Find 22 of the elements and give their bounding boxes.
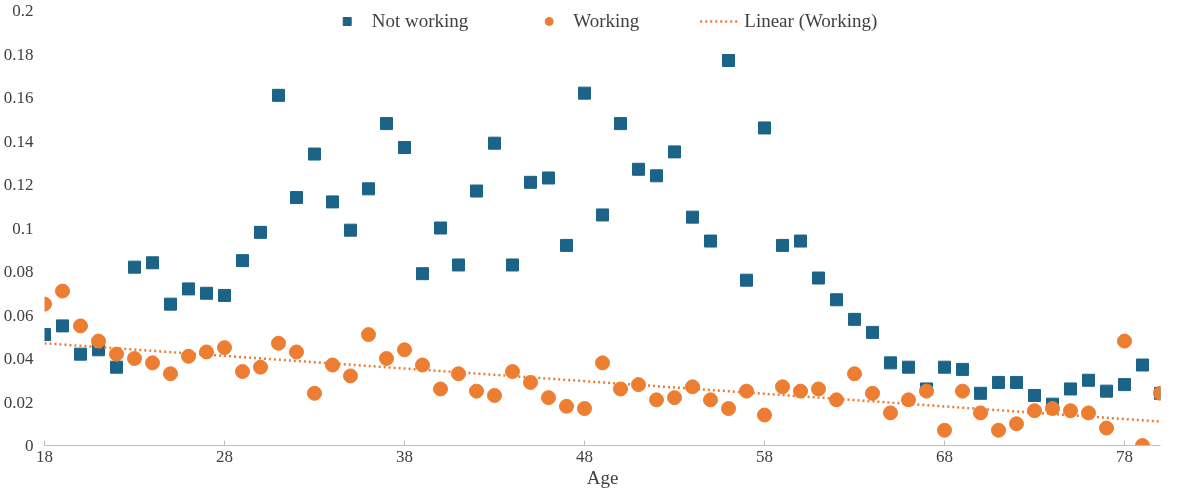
y-tick-label: 0.06: [3, 305, 34, 325]
legend-label: Not working: [371, 10, 469, 32]
y-tick-label: 0.16: [3, 88, 34, 107]
y-tick-label: 0.02: [3, 392, 34, 412]
x-tick-label: 28: [216, 446, 233, 466]
legend-label: Working: [573, 10, 640, 32]
legend-label: Linear (Working): [744, 10, 878, 32]
x-tick-label: 48: [576, 446, 593, 466]
x-tick-label: 78: [1116, 446, 1133, 466]
y-tick-label: 0.08: [3, 262, 34, 281]
y-tick-label: 0.18: [3, 44, 34, 64]
y-tick-label: 0: [25, 436, 34, 455]
x-axis-title: Age: [586, 466, 619, 488]
x-tick-label: 38: [396, 446, 413, 466]
y-tick-label: 0.04: [3, 349, 34, 368]
y-tick-label: 0.14: [3, 131, 34, 151]
x-tick-label: 68: [936, 446, 953, 466]
y-tick-label: 0.12: [3, 175, 34, 194]
y-tick-label: 0.2: [12, 1, 34, 20]
x-tick-label: 18: [36, 446, 53, 466]
y-tick-label: 0.1: [12, 218, 34, 238]
x-tick-label: 58: [756, 446, 773, 466]
